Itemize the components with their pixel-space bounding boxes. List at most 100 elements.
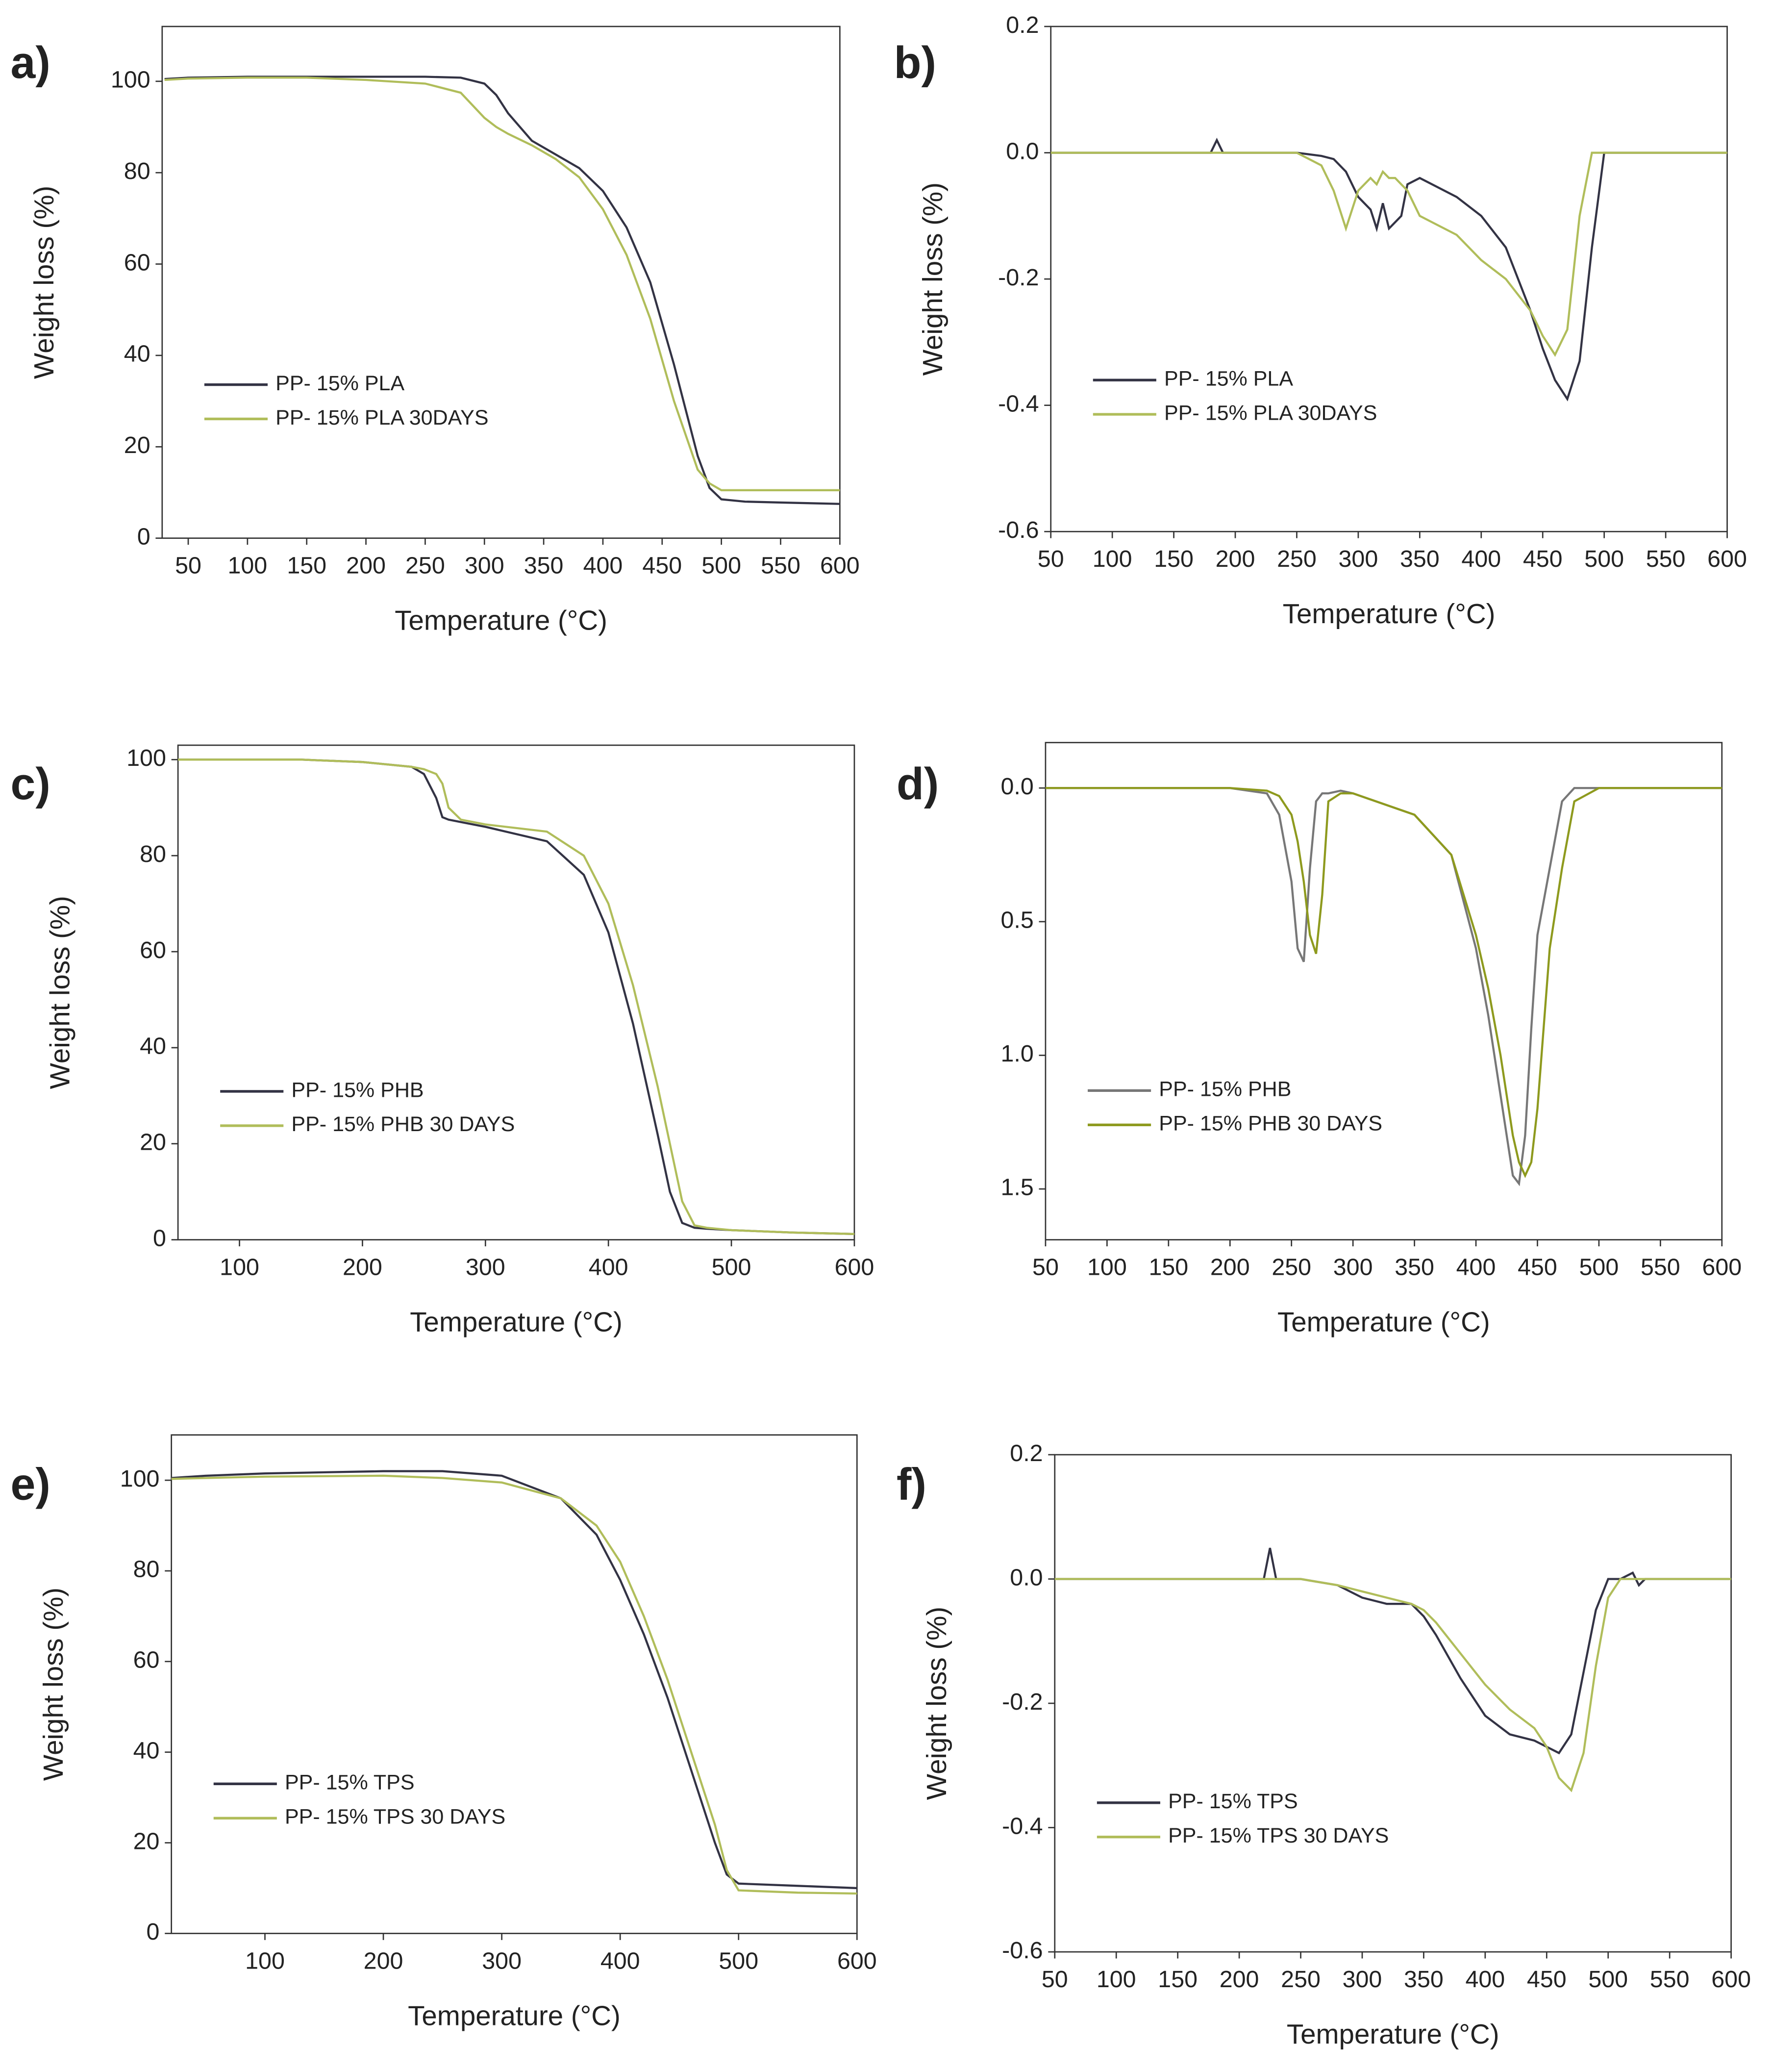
legend-label: PP- 15% PLA xyxy=(1164,367,1293,390)
x-axis-label: Temperature (°C) xyxy=(395,605,607,636)
x-tick-label: 200 xyxy=(343,1254,382,1281)
panel-label: b) xyxy=(894,38,936,88)
x-tick-label: 300 xyxy=(466,1254,505,1281)
x-tick-label: 200 xyxy=(346,553,386,579)
x-tick-label: 150 xyxy=(1148,1254,1188,1281)
x-tick-label: 350 xyxy=(1395,1254,1434,1281)
y-tick-label: 0.0 xyxy=(1006,138,1039,164)
x-tick-label: 600 xyxy=(1707,546,1747,572)
x-tick-label: 450 xyxy=(1518,1254,1557,1281)
x-tick-label: 100 xyxy=(220,1254,259,1281)
legend-label: PP- 15% PHB 30 DAYS xyxy=(291,1112,515,1136)
x-tick-label: 100 xyxy=(227,553,267,579)
plot-frame xyxy=(1050,25,1728,532)
x-tick-label: 500 xyxy=(701,553,741,579)
series-line xyxy=(164,76,840,491)
y-tick-label: 20 xyxy=(140,1129,166,1155)
series-line xyxy=(1050,152,1727,357)
x-tick-label: 400 xyxy=(600,1947,640,1974)
x-tick-label: 200 xyxy=(1216,546,1255,572)
y-tick-label: 60 xyxy=(124,249,150,276)
x-tick-label: 150 xyxy=(1158,1966,1198,1993)
y-tick-label: 0 xyxy=(153,1225,166,1251)
x-axis-label: Temperature (°C) xyxy=(1287,2019,1499,2049)
y-tick-label: -0.2 xyxy=(1002,1689,1043,1715)
series-line xyxy=(1045,787,1722,1178)
legend-label: PP- 15% PHB xyxy=(1159,1078,1291,1101)
x-tick-label: 600 xyxy=(835,1254,874,1281)
x-tick-label: 200 xyxy=(1220,1966,1259,1993)
legend-label: PP- 15% PLA 30DAYS xyxy=(1164,401,1377,425)
y-tick-label: 40 xyxy=(124,341,150,367)
legend-label: PP- 15% PHB 30 DAYS xyxy=(1159,1112,1382,1136)
x-tick-label: 300 xyxy=(1339,546,1378,572)
y-axis-label: Weight loss (%) xyxy=(44,896,75,1089)
x-tick-label: 50 xyxy=(175,553,201,579)
x-tick-label: 50 xyxy=(1038,546,1064,572)
x-tick-label: 350 xyxy=(1404,1966,1444,1993)
y-tick-label: 100 xyxy=(111,67,150,93)
x-tick-label: 600 xyxy=(837,1947,877,1974)
series-line xyxy=(164,76,840,505)
x-tick-label: 250 xyxy=(1281,1966,1321,1993)
legend-label: PP- 15% PHB xyxy=(291,1078,424,1102)
panel-label: a) xyxy=(11,38,50,88)
series-line xyxy=(178,758,854,1235)
y-tick-label: 60 xyxy=(133,1647,160,1673)
x-tick-label: 300 xyxy=(482,1947,522,1974)
y-tick-label: 0.2 xyxy=(1010,1440,1043,1466)
legend-label: PP- 15% PLA xyxy=(275,372,404,395)
panel-label: c) xyxy=(11,759,50,809)
y-tick-label: 1.5 xyxy=(1000,1174,1033,1201)
y-tick-label: 0.5 xyxy=(1000,907,1033,934)
x-tick-label: 500 xyxy=(712,1254,751,1281)
x-tick-label: 450 xyxy=(1523,546,1563,572)
x-tick-label: 250 xyxy=(405,553,445,579)
x-tick-label: 500 xyxy=(1584,546,1624,572)
plot-frame xyxy=(1054,1454,1732,1953)
x-tick-label: 550 xyxy=(761,553,800,579)
x-tick-label: 100 xyxy=(245,1947,285,1974)
x-axis-label: Temperature (°C) xyxy=(410,1307,623,1338)
y-tick-label: -0.2 xyxy=(998,264,1039,291)
x-tick-label: 450 xyxy=(642,553,682,579)
y-tick-label: 80 xyxy=(133,1556,160,1583)
y-tick-label: 100 xyxy=(126,745,166,771)
x-tick-label: 500 xyxy=(719,1947,758,1974)
y-tick-label: 0.2 xyxy=(1006,12,1039,38)
y-tick-label: 100 xyxy=(120,1466,160,1492)
series-line xyxy=(171,1474,857,1895)
x-tick-label: 300 xyxy=(1343,1966,1382,1993)
plot-frame xyxy=(1045,742,1723,1240)
x-tick-label: 500 xyxy=(1588,1966,1628,1993)
x-axis-label: Temperature (°C) xyxy=(1283,598,1496,629)
x-tick-label: 350 xyxy=(1400,546,1440,572)
y-tick-label: 60 xyxy=(140,937,166,963)
x-tick-label: 400 xyxy=(1465,1966,1505,1993)
y-tick-label: 1.0 xyxy=(1000,1040,1033,1067)
x-axis-label: Temperature (°C) xyxy=(408,2000,621,2031)
x-tick-label: 350 xyxy=(524,553,564,579)
series-line xyxy=(178,758,854,1235)
x-tick-label: 300 xyxy=(1333,1254,1373,1281)
legend-label: PP- 15% TPS 30 DAYS xyxy=(285,1805,505,1829)
x-tick-label: 200 xyxy=(1210,1254,1250,1281)
x-tick-label: 100 xyxy=(1093,546,1132,572)
y-tick-label: -0.6 xyxy=(998,517,1039,543)
x-tick-label: 50 xyxy=(1042,1966,1068,1993)
x-tick-label: 100 xyxy=(1097,1966,1136,1993)
x-tick-label: 250 xyxy=(1272,1254,1311,1281)
y-axis-label: Weight loss (%) xyxy=(917,182,948,376)
x-tick-label: 600 xyxy=(1711,1966,1751,1993)
x-tick-label: 250 xyxy=(1277,546,1317,572)
y-tick-label: -0.4 xyxy=(1002,1813,1043,1839)
y-tick-label: 80 xyxy=(124,158,150,184)
x-tick-label: 150 xyxy=(287,553,326,579)
x-tick-label: 400 xyxy=(1456,1254,1496,1281)
series-line xyxy=(171,1470,857,1890)
x-tick-label: 450 xyxy=(1527,1966,1567,1993)
x-tick-label: 550 xyxy=(1641,1254,1680,1281)
plot-frame xyxy=(177,744,855,1240)
y-tick-label: -0.4 xyxy=(998,390,1039,417)
